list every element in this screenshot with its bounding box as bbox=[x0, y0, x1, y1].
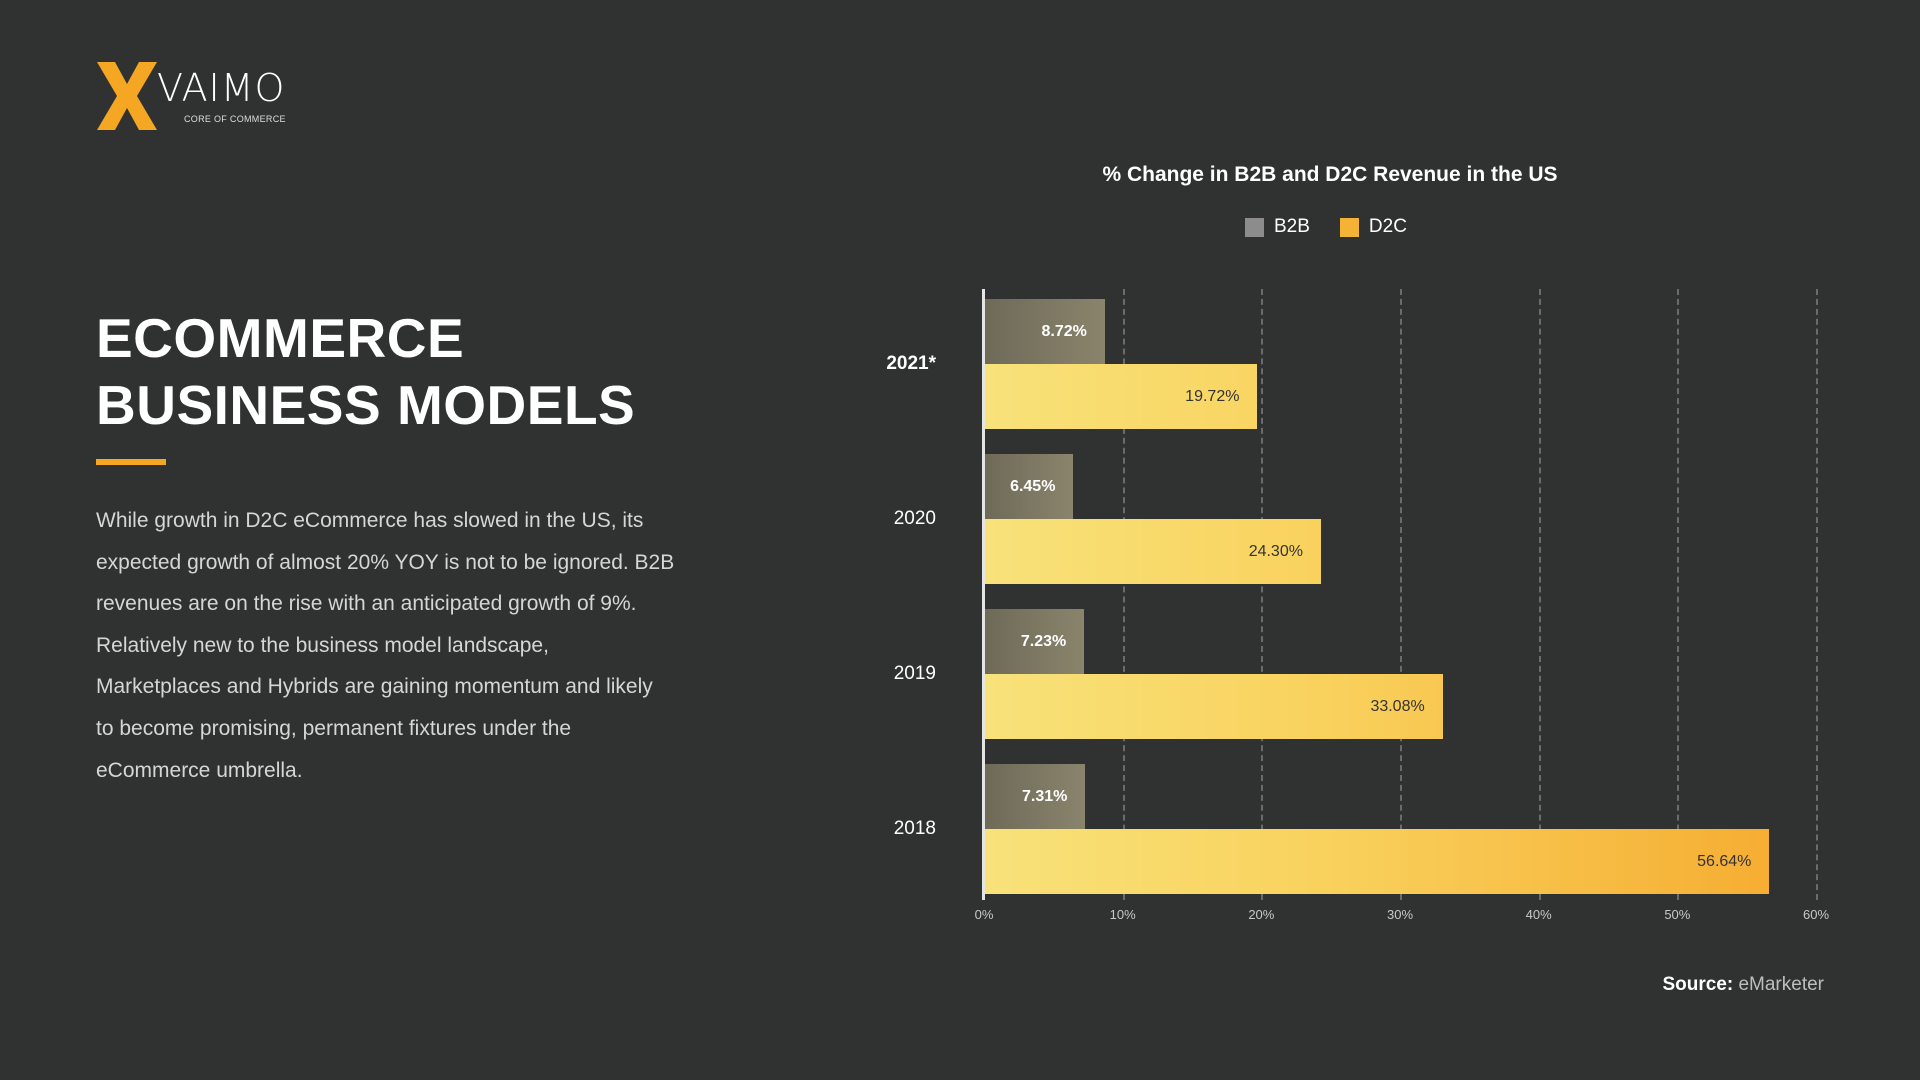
y-category-label: 2020 bbox=[893, 508, 936, 529]
bar-b2b: 8.72% bbox=[984, 299, 1105, 364]
y-category-label: 2021* bbox=[886, 353, 936, 374]
bar-d2c: 56.64% bbox=[984, 829, 1770, 894]
source-note: Source: eMarketer bbox=[1662, 974, 1824, 996]
data-label: 33.08% bbox=[1370, 697, 1425, 715]
y-axis-line bbox=[982, 289, 985, 900]
accent-divider bbox=[96, 459, 166, 465]
chart-title: % Change in B2B and D2C Revenue in the U… bbox=[1102, 163, 1558, 186]
bar-b2b: 7.23% bbox=[984, 609, 1085, 674]
logo-tagline: CORE OF COMMERCE bbox=[184, 114, 286, 124]
gridline bbox=[1538, 289, 1541, 900]
gridline bbox=[1400, 289, 1402, 900]
x-tick-label: 10% bbox=[1109, 907, 1136, 922]
data-label: 19.72% bbox=[1185, 387, 1240, 405]
source-label: Source: bbox=[1662, 974, 1734, 995]
logo-wordmark: VAIMO bbox=[157, 66, 286, 110]
gridline bbox=[1816, 289, 1818, 900]
bar-b2b: 7.31% bbox=[984, 764, 1086, 829]
x-tick-label: 60% bbox=[1802, 907, 1830, 922]
bar-d2c: 33.08% bbox=[984, 674, 1443, 739]
x-tick-label: 50% bbox=[1664, 907, 1691, 922]
description-paragraph: While growth in D2C eCommerce has slowed… bbox=[96, 509, 675, 782]
data-label: 24.30% bbox=[1248, 542, 1303, 560]
x-tick-label: 40% bbox=[1525, 907, 1552, 922]
legend-label: D2C bbox=[1368, 216, 1407, 237]
source-value: eMarketer bbox=[1738, 974, 1824, 995]
gridline bbox=[1261, 289, 1264, 900]
title-line-2: BUSINESS MODELS bbox=[96, 374, 636, 436]
x-tick-label: 30% bbox=[1386, 907, 1414, 922]
gridline bbox=[1122, 289, 1125, 900]
vaimo-logo-icon bbox=[97, 62, 157, 130]
page-title: ECOMMERCE BUSINESS MODELS bbox=[96, 305, 635, 439]
y-category-label: 2019 bbox=[893, 663, 936, 684]
data-label: 7.23% bbox=[1020, 632, 1067, 650]
x-tick-label: 20% bbox=[1248, 907, 1275, 922]
legend-item-d2c: D2C bbox=[1339, 216, 1407, 238]
x-tick-label: 0% bbox=[974, 907, 994, 922]
chart-legend: B2B D2C bbox=[1245, 216, 1407, 238]
data-label: 8.72% bbox=[1041, 322, 1087, 340]
legend-swatch-d2c bbox=[1339, 217, 1359, 237]
bar-d2c: 19.72% bbox=[984, 364, 1258, 429]
y-category-label: 2018 bbox=[893, 818, 936, 839]
legend-label: B2B bbox=[1274, 216, 1310, 237]
data-label: 7.31% bbox=[1021, 787, 1068, 805]
gridline bbox=[1677, 289, 1680, 900]
title-line-1: ECOMMERCE bbox=[96, 307, 465, 369]
legend-item-b2b: B2B bbox=[1245, 216, 1310, 238]
bar-d2c: 24.30% bbox=[984, 519, 1321, 584]
bar-b2b: 6.45% bbox=[984, 454, 1074, 519]
legend-swatch-b2b bbox=[1245, 217, 1264, 237]
data-label: 6.45% bbox=[1010, 477, 1056, 495]
data-label: 56.64% bbox=[1697, 852, 1752, 870]
